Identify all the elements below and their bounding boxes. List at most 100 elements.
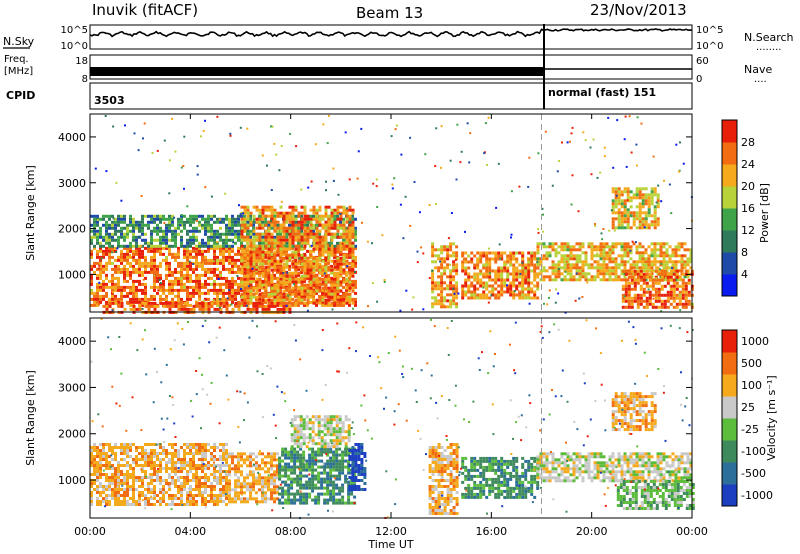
heatmap-cell (264, 220, 267, 224)
heatmap-cell (342, 259, 346, 263)
heatmap-cell (336, 205, 340, 209)
heatmap-cell (542, 245, 546, 249)
heatmap-cell (342, 292, 346, 296)
heatmap-cell (503, 260, 507, 264)
heatmap-cell (141, 238, 144, 242)
heatmap-cell (497, 251, 501, 255)
heatmap-cell (321, 273, 324, 277)
heatmap-cell (198, 252, 201, 256)
heatmap-cell (201, 214, 204, 218)
heatmap-cell (617, 220, 621, 224)
heatmap-cell (252, 214, 256, 218)
heatmap-cell (663, 284, 667, 288)
heatmap-cell (156, 149, 159, 152)
heatmap-cell (599, 263, 603, 267)
heatmap-cell (530, 260, 534, 264)
heatmap-cell (159, 244, 162, 248)
heatmap-cell (246, 274, 250, 278)
heatmap-cell (381, 234, 384, 237)
heatmap-cell (431, 305, 435, 309)
heatmap-cell (533, 257, 537, 261)
heatmap-cell (689, 260, 693, 264)
heatmap-cell (443, 245, 447, 249)
heatmap-cell (521, 257, 525, 261)
heatmap-cell (240, 229, 244, 233)
heatmap-cell (581, 245, 585, 249)
heatmap-cell (324, 271, 328, 275)
heatmap-cell (675, 296, 679, 300)
heatmap-cell (446, 248, 450, 252)
heatmap-cell (212, 260, 215, 263)
heatmap-cell (204, 255, 207, 259)
heatmap-cell (108, 446, 111, 449)
heatmap-cell (524, 272, 528, 276)
heatmap-cell (530, 287, 534, 291)
heatmap-cell (315, 262, 319, 266)
heatmap-cell (509, 281, 513, 285)
heatmap-cell (120, 285, 123, 289)
heatmap-cell (455, 287, 459, 291)
heatmap-cell (297, 211, 301, 215)
heatmap-cell (159, 479, 162, 482)
heatmap-cell (270, 286, 274, 290)
heatmap-cell (294, 232, 298, 236)
heatmap-cell (315, 256, 319, 260)
heatmap-cell (537, 231, 540, 234)
heatmap-cell (563, 245, 567, 249)
heatmap-cell (273, 217, 277, 221)
heatmap-cell (111, 476, 114, 479)
heatmap-cell (135, 461, 138, 464)
heatmap-cell (339, 226, 343, 230)
heatmap-cell (602, 260, 606, 264)
heatmap-cell (542, 266, 546, 270)
heatmap-cell (342, 235, 346, 239)
heatmap-cell (144, 304, 148, 308)
heatmap-cell (108, 285, 111, 289)
heatmap-cell (159, 282, 162, 286)
heatmap-cell (219, 285, 222, 289)
heatmap-cell (339, 252, 342, 256)
heatmap-cell (285, 274, 289, 278)
heatmap-cell (246, 238, 250, 242)
heatmap-cell (300, 283, 304, 287)
heatmap-cell (96, 223, 99, 227)
heatmap-cell (456, 123, 459, 126)
heatmap-cell (168, 476, 171, 479)
heatmap-cell (675, 275, 679, 279)
heatmap-cell (339, 289, 343, 293)
heatmap-cell (309, 249, 312, 253)
heatmap-cell (198, 304, 202, 308)
heatmap-cell (171, 301, 175, 305)
heatmap-cell (218, 218, 221, 221)
heatmap-cell (546, 303, 549, 306)
heatmap-cell (310, 180, 313, 183)
heatmap-cell (102, 297, 105, 301)
heatmap-cell (252, 247, 256, 251)
heatmap-cell (117, 279, 120, 283)
heatmap-cell (240, 295, 244, 299)
heatmap-cell (201, 241, 204, 245)
heatmap-cell (560, 266, 564, 270)
heatmap-cell (611, 245, 615, 249)
heatmap-cell (521, 293, 525, 297)
heatmap-cell (201, 307, 205, 311)
heatmap-cell (228, 226, 231, 230)
heatmap-cell (96, 473, 99, 476)
heatmap-cell (312, 285, 315, 289)
heatmap-cell (333, 255, 336, 259)
heatmap-cell (239, 126, 242, 129)
heatmap-cell (333, 262, 337, 266)
heatmap-cell (240, 235, 244, 239)
heatmap-cell (624, 281, 628, 285)
heatmap-cell (383, 279, 386, 281)
heatmap-cell (306, 303, 309, 307)
heatmap-cell (312, 249, 315, 253)
heatmap-cell (288, 307, 292, 311)
heatmap-cell (177, 217, 180, 221)
heatmap-cell (120, 449, 123, 452)
heatmap-cell (644, 260, 648, 264)
heatmap-cell (150, 482, 153, 485)
heatmap-cell (120, 255, 123, 259)
heatmap-cell (261, 307, 265, 311)
heatmap-cell (270, 292, 274, 296)
